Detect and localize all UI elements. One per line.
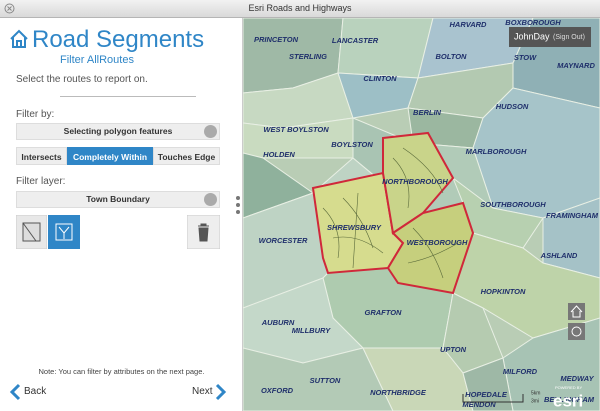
- panel-subtitle: Filter AllRoutes: [60, 54, 134, 66]
- filter-by-dropdown[interactable]: Selecting polygon features: [16, 123, 220, 140]
- town-label: FRAMINGHAM: [546, 211, 599, 220]
- town-label: HOPEDALE: [465, 390, 508, 399]
- title-bar: Esri Roads and Highways: [0, 0, 600, 18]
- town-label: HUDSON: [496, 102, 529, 111]
- town-label: STERLING: [289, 52, 327, 61]
- town-label: BOYLSTON: [331, 140, 373, 149]
- map[interactable]: PRINCETON LANCASTER HARVARD BOXBOROUGH STERL…: [243, 18, 600, 411]
- roads: [322, 147, 459, 279]
- locate-glyph: [571, 326, 582, 337]
- town-label: HARVARD: [450, 20, 488, 29]
- panel-resize-handle[interactable]: [235, 195, 241, 215]
- town-label: NORTHBOROUGH: [382, 177, 448, 186]
- back-arrow[interactable]: [9, 383, 21, 401]
- town-label: NORTHBRIDGE: [370, 388, 427, 397]
- filter-option[interactable]: Completely Within: [67, 147, 153, 165]
- scale-km: 5km: [531, 390, 540, 396]
- chevron: [204, 125, 217, 138]
- town-label: SUTTON: [310, 376, 341, 385]
- close-button[interactable]: [4, 3, 15, 14]
- window-title: Esri Roads and Highways: [248, 3, 352, 13]
- town-label: MAYNARD: [557, 61, 595, 70]
- town-label: BERLIN: [413, 108, 442, 117]
- town-label: WORCESTER: [259, 236, 308, 245]
- town-label: ASHLAND: [540, 251, 578, 260]
- filter-option[interactable]: Touches Edge: [153, 147, 220, 165]
- town-label: MENDON: [462, 400, 496, 409]
- town-label: SHREWSBURY: [327, 223, 382, 232]
- town-label: PRINCETON: [254, 35, 299, 44]
- clear-button[interactable]: [187, 215, 220, 249]
- home-icon: [10, 29, 28, 48]
- select-polygon-button[interactable]: [48, 215, 80, 249]
- locate-button[interactable]: [568, 323, 585, 340]
- note: Note: You can filter by attributes on th…: [38, 367, 205, 376]
- next-arrow[interactable]: [215, 383, 227, 401]
- town-label: BOLTON: [436, 52, 468, 61]
- filter-layer-dropdown[interactable]: Town Boundary: [16, 191, 220, 208]
- town-label: CLINTON: [363, 74, 397, 83]
- town-label: STOW: [514, 53, 537, 62]
- town-label: MILLBURY: [292, 326, 332, 335]
- filter-by-label: Filter by:: [16, 109, 55, 120]
- side-panel: Road Segments Filter AllRoutes Select th…: [0, 18, 243, 411]
- town-label: OXFORD: [261, 386, 294, 395]
- divider: [60, 96, 196, 97]
- selected-polygons: [311, 131, 475, 295]
- user-name: JohnDay: [514, 31, 550, 41]
- back-button[interactable]: Back: [24, 386, 47, 397]
- town-label: WESTBOROUGH: [407, 238, 468, 247]
- scale-bar: [462, 394, 524, 403]
- town-label: SOUTHBOROUGH: [480, 200, 546, 209]
- town-label: GRAFTON: [365, 308, 403, 317]
- dropdown-text: Selecting polygon features: [63, 126, 173, 136]
- panel-title: Road Segments: [32, 26, 205, 53]
- town-label: HOLDEN: [263, 150, 295, 159]
- powered-by: POWERED BY: [555, 385, 582, 390]
- town-label: LANCASTER: [332, 36, 379, 45]
- town-label: BELLINGHAM: [544, 395, 595, 404]
- town-label: WEST BOYLSTON: [263, 125, 329, 134]
- town-label: BOXBOROUGH: [505, 18, 561, 27]
- home-button[interactable]: [568, 303, 585, 320]
- filter-layer-label: Filter layer:: [16, 176, 66, 187]
- chevron: [204, 193, 217, 206]
- town-label: UPTON: [440, 345, 467, 354]
- town-label: MARLBOROUGH: [466, 147, 527, 156]
- filter-option[interactable]: Intersects: [16, 147, 67, 165]
- town-label: AUBURN: [261, 318, 295, 327]
- home-glyph: [570, 305, 583, 318]
- esri-logo: esri: [553, 391, 583, 410]
- town-label: MILFORD: [503, 367, 538, 376]
- instruction: Select the routes to report on.: [16, 74, 148, 85]
- map-labels: PRINCETON LANCASTER HARVARD BOXBOROUGH STERL…: [254, 18, 599, 409]
- town-label: HOPKINTON: [481, 287, 526, 296]
- scale-mi: 3mi: [531, 398, 539, 404]
- town-label: MEDWAY: [560, 374, 594, 383]
- user-box: [509, 27, 591, 47]
- sign-out[interactable]: (Sign Out): [553, 34, 585, 41]
- next-button[interactable]: Next: [192, 386, 213, 397]
- draw-polygon-button[interactable]: [16, 215, 47, 249]
- dropdown-text: Town Boundary: [86, 194, 150, 204]
